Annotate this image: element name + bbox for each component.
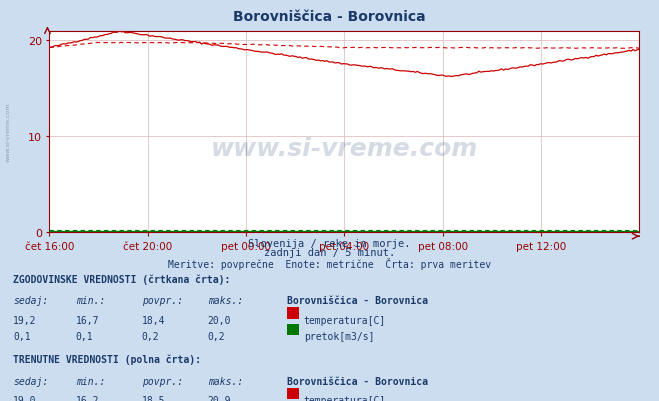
Text: Borovniščica - Borovnica: Borovniščica - Borovnica bbox=[287, 376, 428, 386]
Text: TRENUTNE VREDNOSTI (polna črta):: TRENUTNE VREDNOSTI (polna črta): bbox=[13, 354, 201, 364]
Text: min.:: min.: bbox=[76, 296, 105, 306]
Text: 18,5: 18,5 bbox=[142, 395, 165, 401]
Text: Meritve: povprečne  Enote: metrične  Črta: prva meritev: Meritve: povprečne Enote: metrične Črta:… bbox=[168, 257, 491, 269]
Text: 0,2: 0,2 bbox=[208, 332, 225, 342]
Text: 18,4: 18,4 bbox=[142, 315, 165, 325]
Text: maks.:: maks.: bbox=[208, 296, 243, 306]
Text: Borovniščica - Borovnica: Borovniščica - Borovnica bbox=[233, 10, 426, 24]
Text: www.si-vreme.com: www.si-vreme.com bbox=[5, 103, 11, 162]
Text: 0,2: 0,2 bbox=[142, 332, 159, 342]
Text: temperatura[C]: temperatura[C] bbox=[304, 395, 386, 401]
Text: 16,7: 16,7 bbox=[76, 315, 100, 325]
Text: min.:: min.: bbox=[76, 376, 105, 386]
Text: pretok[m3/s]: pretok[m3/s] bbox=[304, 332, 374, 342]
Text: zadnji dan / 5 minut.: zadnji dan / 5 minut. bbox=[264, 248, 395, 258]
Text: sedaj:: sedaj: bbox=[13, 296, 48, 306]
Text: 20,0: 20,0 bbox=[208, 315, 231, 325]
Text: 19,2: 19,2 bbox=[13, 315, 37, 325]
Text: 16,2: 16,2 bbox=[76, 395, 100, 401]
Text: maks.:: maks.: bbox=[208, 376, 243, 386]
Text: 0,1: 0,1 bbox=[76, 332, 94, 342]
Text: Borovniščica - Borovnica: Borovniščica - Borovnica bbox=[287, 296, 428, 306]
Text: Slovenija / reke in morje.: Slovenija / reke in morje. bbox=[248, 239, 411, 249]
Text: povpr.:: povpr.: bbox=[142, 376, 183, 386]
Text: ZGODOVINSKE VREDNOSTI (črtkana črta):: ZGODOVINSKE VREDNOSTI (črtkana črta): bbox=[13, 273, 231, 284]
Text: temperatura[C]: temperatura[C] bbox=[304, 315, 386, 325]
Text: www.si-vreme.com: www.si-vreme.com bbox=[211, 136, 478, 160]
Text: 20,9: 20,9 bbox=[208, 395, 231, 401]
Text: 19,0: 19,0 bbox=[13, 395, 37, 401]
Text: 0,1: 0,1 bbox=[13, 332, 31, 342]
Text: sedaj:: sedaj: bbox=[13, 376, 48, 386]
Text: povpr.:: povpr.: bbox=[142, 296, 183, 306]
